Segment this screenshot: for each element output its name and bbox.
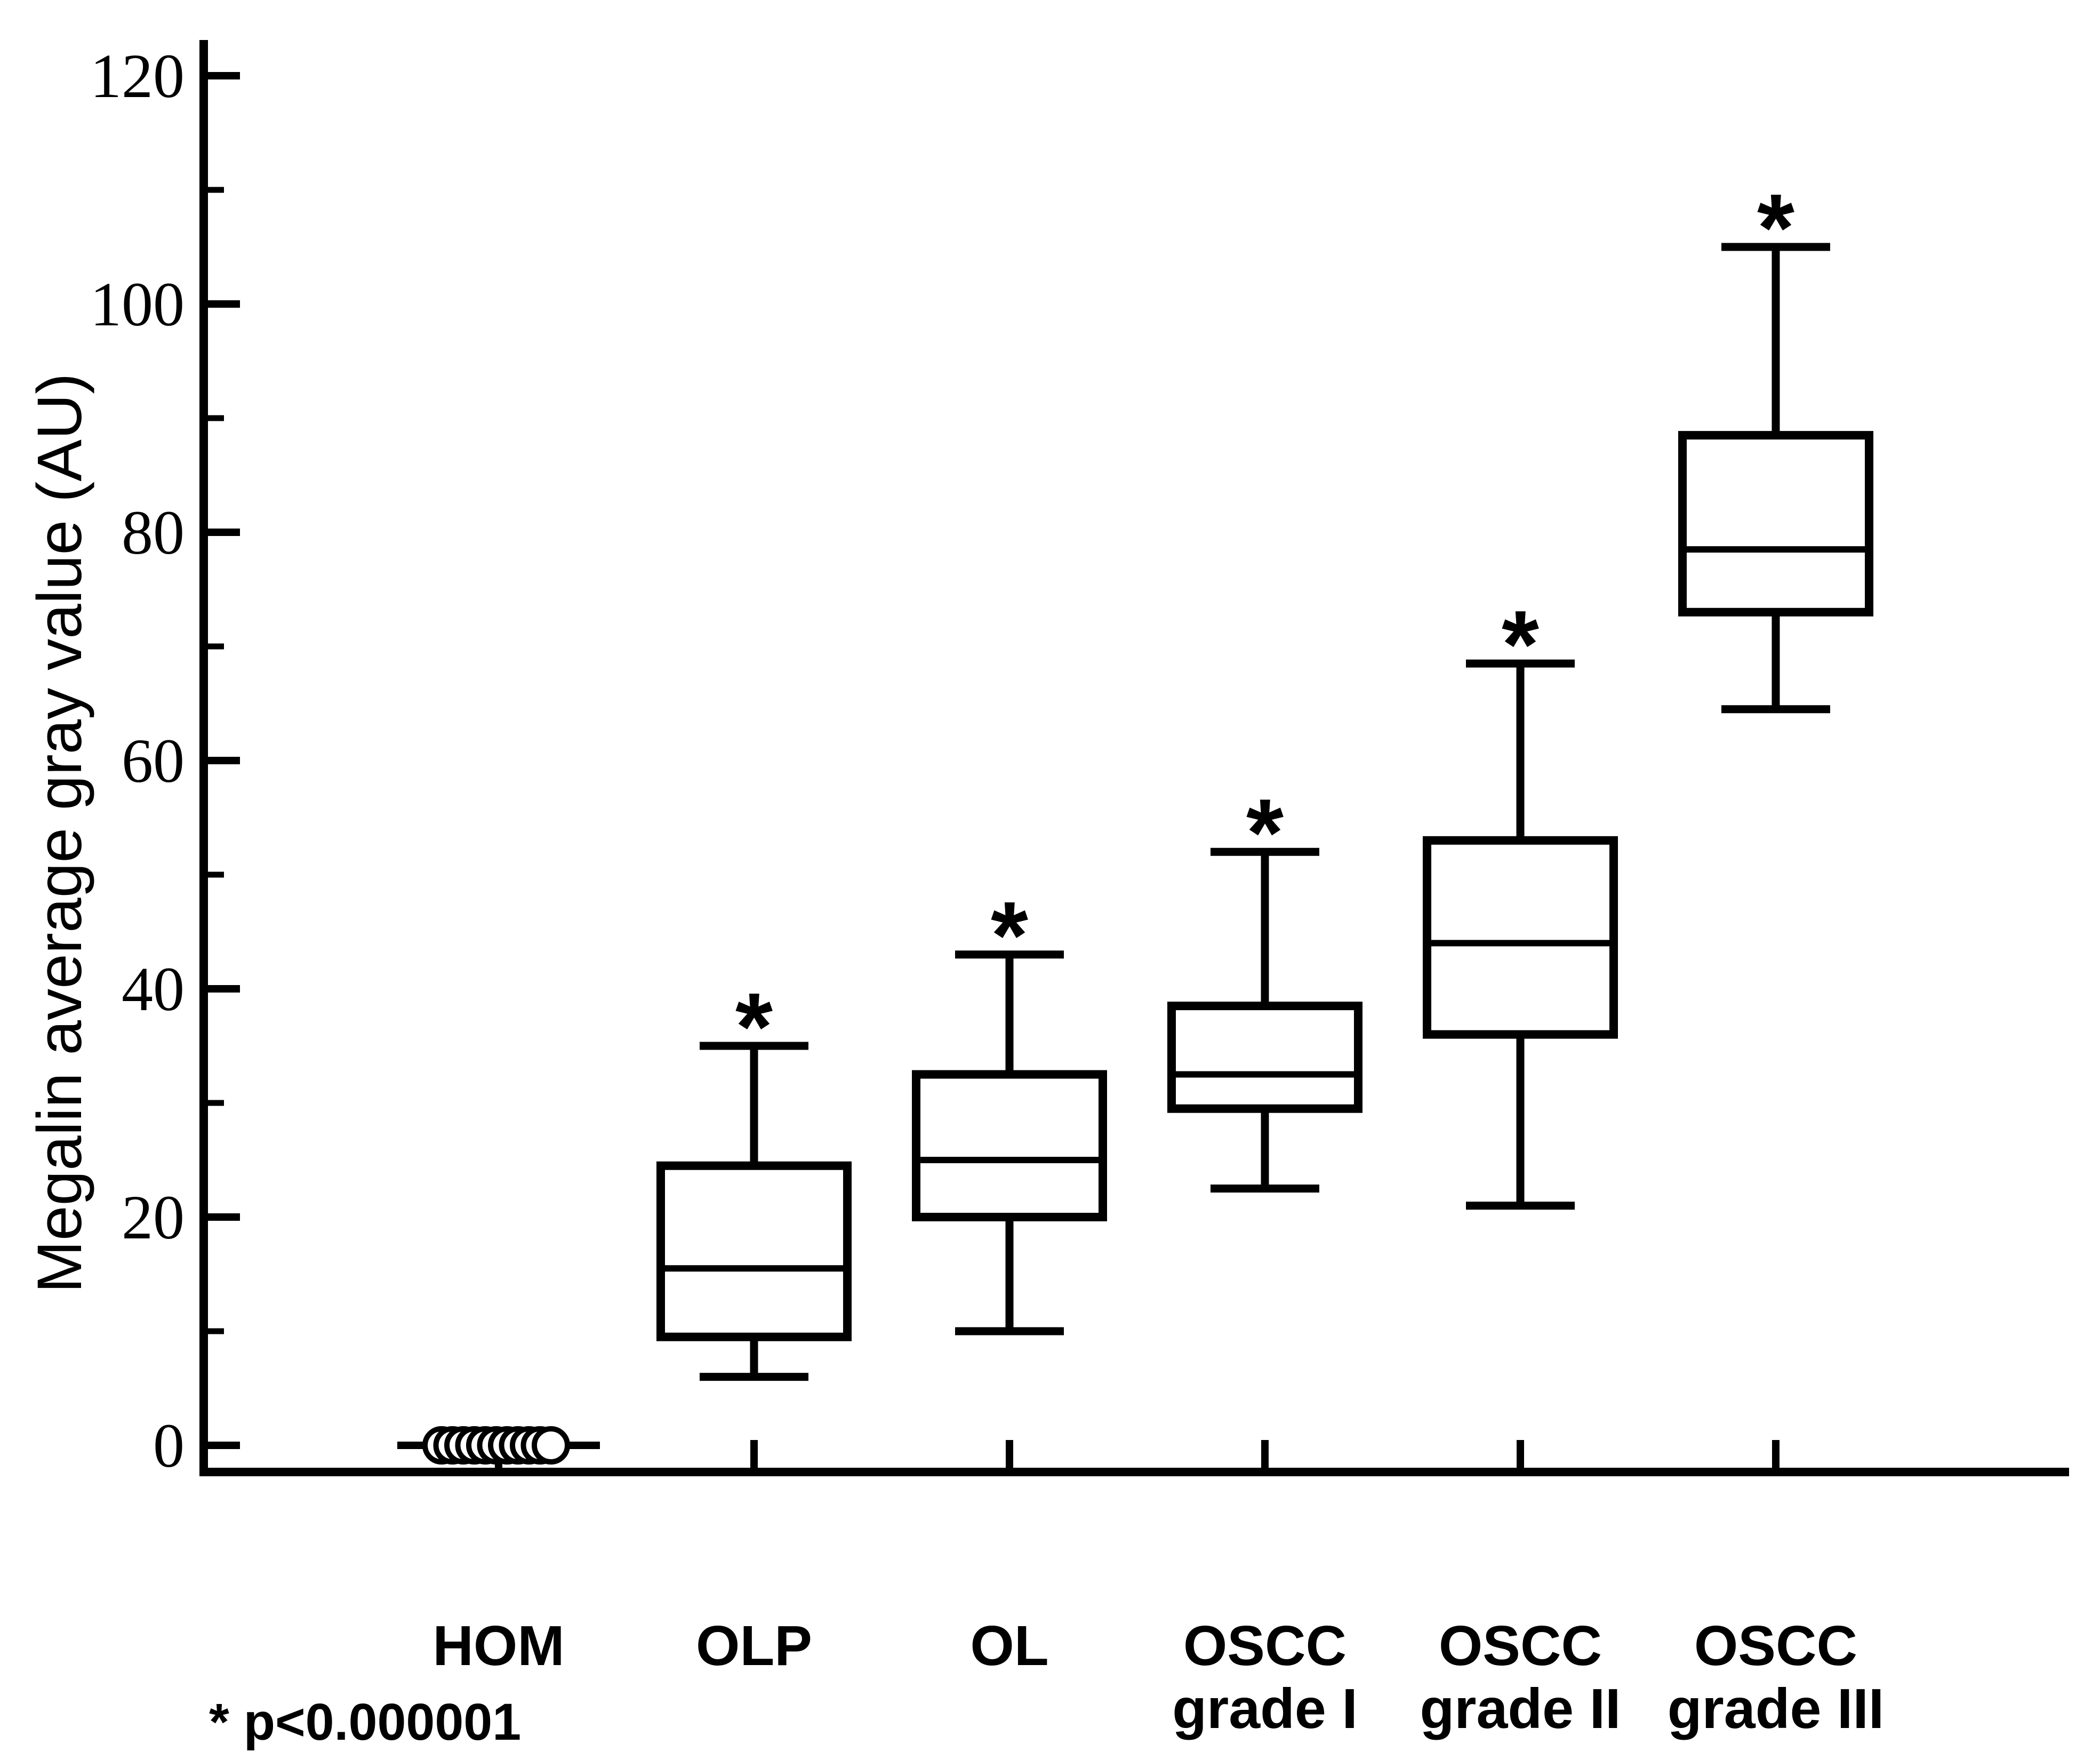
significance-asterisk: * <box>991 882 1028 989</box>
category-label: OLP <box>696 1614 812 1677</box>
category-label: grade III <box>1668 1677 1884 1740</box>
y-tick-label: 80 <box>122 498 185 567</box>
category-label: grade II <box>1420 1677 1621 1740</box>
y-axis-title: Megalin average gray value (AU) <box>25 373 95 1293</box>
footnote: * p<0.000001 <box>209 1693 521 1751</box>
category-label: grade I <box>1172 1677 1358 1740</box>
box-iqr-ol <box>912 1070 1107 1221</box>
significance-asterisk: * <box>1757 174 1794 282</box>
y-tick-label: 100 <box>90 269 185 339</box>
category-label: OSCC <box>1694 1614 1857 1677</box>
y-tick-label: 0 <box>153 1411 185 1481</box>
significance-asterisk: * <box>735 973 773 1081</box>
box-iqr-oscc-grade-i <box>1167 1002 1362 1113</box>
significance-asterisk: * <box>1246 779 1284 886</box>
category-label: OSCC <box>1439 1614 1602 1677</box>
y-tick-label: 40 <box>122 954 185 1024</box>
y-tick-label: 120 <box>90 41 185 111</box>
category-label: HOM <box>432 1614 564 1677</box>
category-label: OL <box>970 1614 1048 1677</box>
y-tick-label: 60 <box>122 726 185 796</box>
box-iqr-oscc-grade-ii <box>1423 836 1618 1039</box>
significance-asterisk: * <box>1502 591 1539 698</box>
category-label: OSCC <box>1183 1614 1346 1677</box>
box-iqr-olp <box>656 1161 852 1341</box>
data-point-circle <box>532 1426 570 1465</box>
y-tick-label: 20 <box>122 1182 185 1252</box>
box-iqr-oscc-grade-iii <box>1678 431 1873 617</box>
